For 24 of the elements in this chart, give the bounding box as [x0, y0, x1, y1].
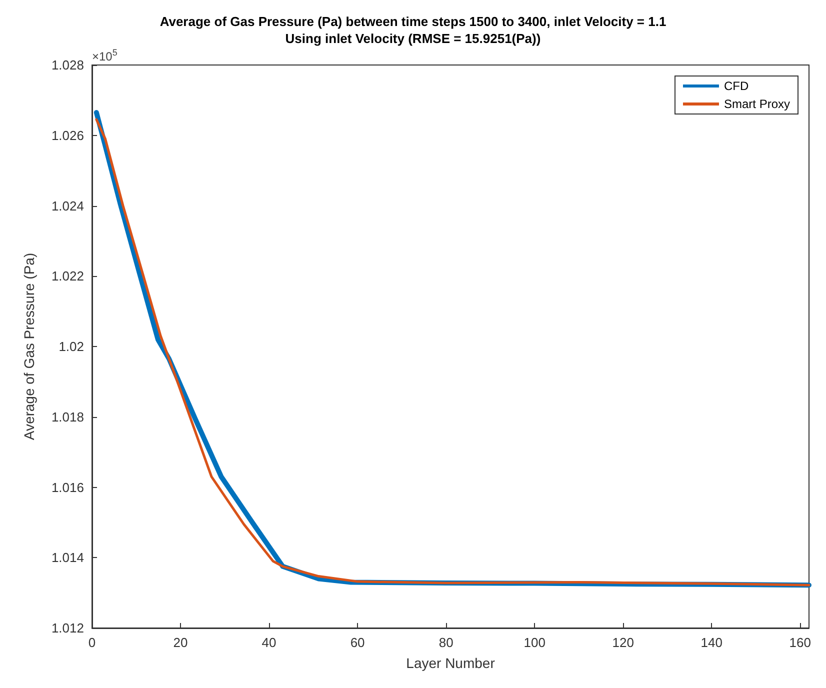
- legend-label: Smart Proxy: [724, 97, 790, 111]
- chart-title: Average of Gas Pressure (Pa) between time steps 1500 to 3400, inlet Velocity = 1.1: [160, 14, 666, 29]
- x-tick-label: 120: [612, 635, 634, 650]
- y-tick-label: 1.024: [51, 198, 84, 214]
- x-tick-label: 140: [700, 635, 722, 650]
- x-tick-label: 80: [438, 635, 454, 650]
- x-tick-label: 0: [88, 635, 96, 650]
- x-tick-label: 20: [173, 635, 188, 650]
- legend-label: CFD: [724, 79, 749, 93]
- x-tick-label: 40: [262, 635, 276, 650]
- y-tick-label: 1.028: [51, 58, 84, 72]
- y-tick-label: 1.018: [51, 409, 84, 424]
- y-tick-label: 1.016: [51, 480, 84, 495]
- y-tick-label: 1.026: [51, 128, 84, 143]
- y-tick-label: 1.014: [51, 550, 84, 566]
- x-axis-title: Layer Number: [406, 655, 496, 671]
- x-tick-label: 100: [524, 635, 546, 650]
- chart-subtitle: Using inlet Velocity (RMSE = 15.9251(Pa)): [285, 31, 541, 46]
- y-tick-label: 1.012: [51, 620, 84, 636]
- y-tick-label: 1.02: [58, 339, 84, 354]
- x-tick-label: 60: [350, 635, 365, 650]
- x-tick-label: 160: [789, 635, 811, 650]
- y-tick-label: 1.022: [51, 268, 84, 284]
- y-axis-title: Average of Gas Pressure (Pa): [21, 252, 37, 440]
